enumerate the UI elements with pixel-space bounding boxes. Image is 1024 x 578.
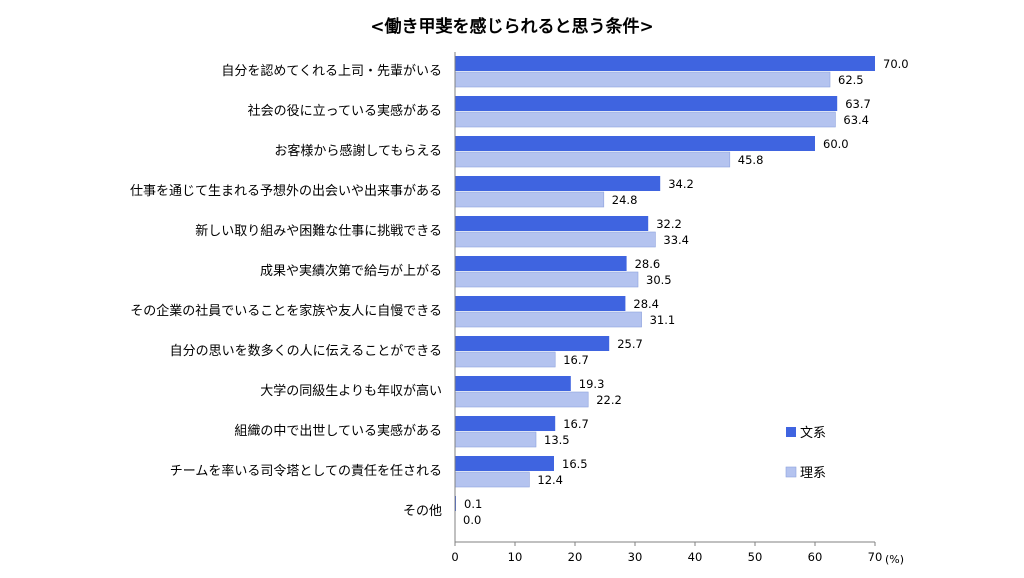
x-tick-label: 40 [688, 550, 703, 564]
data-label: 63.4 [843, 113, 869, 127]
bar-rikei [454, 471, 530, 488]
category-label: 社会の役に立っている実感がある [248, 103, 442, 119]
bar-bunkei [455, 136, 815, 151]
x-tick-label: 50 [748, 550, 763, 564]
x-tick-label: 20 [568, 550, 583, 564]
data-label: 16.7 [563, 353, 589, 367]
data-label: 28.6 [635, 257, 661, 271]
bar-bunkei [455, 176, 661, 191]
data-label: 60.0 [823, 137, 849, 151]
data-label: 31.1 [650, 313, 676, 327]
bar-rikei [454, 271, 639, 288]
bar-rikei [454, 71, 831, 88]
data-label: 13.5 [544, 433, 570, 447]
data-label: 22.2 [596, 393, 622, 407]
category-label: 仕事を通じて生まれる予想外の出会いや出来事がある [130, 183, 442, 199]
data-label: 24.8 [612, 193, 638, 207]
legend-label: 理系 [800, 466, 826, 481]
bar-bunkei [455, 376, 571, 391]
bar-bunkei [455, 336, 610, 351]
x-tick-label: 60 [808, 550, 823, 564]
bar-rikei [454, 311, 642, 328]
bar-bunkei [455, 456, 554, 471]
labels-layer: 自分を認めてくれる上司・先輩がいる 70.0 62.5 社会の役に立っている実感がある… [130, 57, 909, 527]
data-label: 28.4 [633, 297, 659, 311]
x-tick-label: 0 [451, 550, 458, 564]
x-tick-label: 70 [868, 550, 883, 564]
bar-bunkei [455, 216, 649, 231]
category-label: チームを率いる司令塔としての責任を任される [170, 463, 442, 479]
data-label: 70.0 [883, 57, 909, 71]
bar-bunkei [455, 416, 556, 431]
bar-rikei [454, 151, 731, 168]
data-label: 19.3 [579, 377, 605, 391]
category-label: 成果や実績次第で給与が上がる [260, 263, 442, 279]
data-label: 30.5 [646, 273, 672, 287]
x-tick-label: 30 [628, 550, 643, 564]
category-label: その他 [403, 504, 442, 519]
category-label: 自分を認めてくれる上司・先輩がいる [221, 63, 442, 79]
bar-bunkei [455, 96, 838, 111]
legend-swatch [785, 466, 797, 478]
bar-bunkei [455, 296, 626, 311]
bar-rikei [454, 351, 556, 368]
data-label: 16.7 [563, 417, 589, 431]
bar-rikei [454, 391, 589, 408]
category-label: 組織の中で出世している実感がある [234, 423, 442, 439]
legend-swatch [786, 427, 796, 437]
data-label: 34.2 [668, 177, 694, 191]
data-label: 63.7 [845, 97, 871, 111]
bars-layer [454, 56, 875, 511]
bar-rikei [454, 231, 656, 248]
category-label: 自分の思いを数多くの人に伝えることができる [170, 343, 442, 359]
unit-label: (%) [885, 553, 904, 566]
data-label: 0.0 [463, 513, 481, 527]
bar-rikei [454, 191, 605, 208]
x-tick-label: 10 [508, 550, 523, 564]
data-label: 0.1 [464, 497, 482, 511]
bar-bunkei [455, 256, 627, 271]
category-label: 新しい取り組みや困難な仕事に挑戦できる [195, 223, 442, 239]
legend-label: 文系 [800, 426, 826, 441]
data-label: 16.5 [562, 457, 588, 471]
data-label: 33.4 [663, 233, 689, 247]
data-label: 25.7 [617, 337, 643, 351]
data-label: 45.8 [738, 153, 764, 167]
bar-bunkei [455, 56, 875, 71]
category-label: お客様から感謝してもらえる [274, 143, 442, 159]
category-label: 大学の同級生よりも年収が高い [260, 383, 442, 399]
data-label: 62.5 [838, 73, 864, 87]
chart-title: <働き甲斐を感じられると思う条件> [370, 16, 654, 37]
data-label: 32.2 [656, 217, 682, 231]
category-label: その企業の社員でいることを家族や友人に自慢できる [130, 303, 442, 319]
data-label: 12.4 [537, 473, 563, 487]
x-axis: 0 10 20 30 40 50 60 70 (%) [451, 52, 904, 566]
bar-rikei [454, 111, 836, 128]
bar-rikei [454, 431, 537, 448]
